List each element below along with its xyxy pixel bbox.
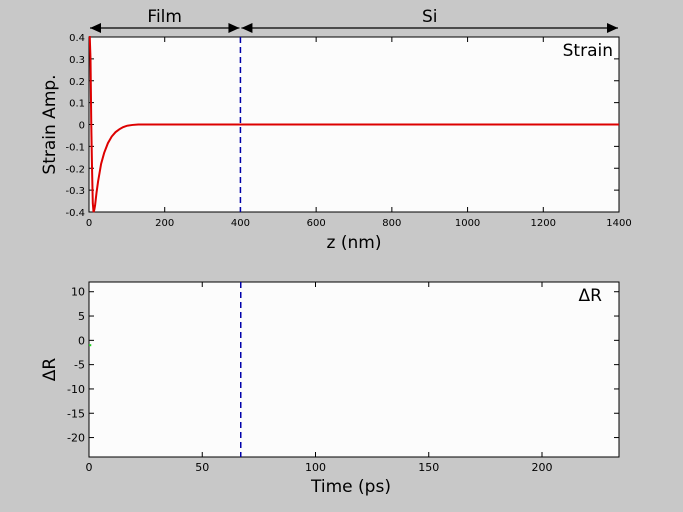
y-tick-label: -0.3 <box>65 186 85 197</box>
strain-panel: Film Si 0 200 400 600 800 1000 1200 1400 -0.4 -0.… <box>40 7 632 253</box>
y-tick-label: -0.4 <box>65 208 85 219</box>
x-tick-label: 600 <box>307 218 326 229</box>
x-tick-label: 0 <box>86 461 93 474</box>
strain-y-axis-label: Strain Amp. <box>40 74 60 174</box>
si-arrow-head-right <box>607 23 618 33</box>
y-tick-label: 0 <box>79 121 85 132</box>
y-tick-label: 0 <box>78 334 85 347</box>
strain-ticks: 0 200 400 600 800 1000 1200 1400 -0.4 -0.3 -0.2 -0.… <box>65 33 631 229</box>
x-tick-label: 1400 <box>606 218 631 229</box>
y-tick-label: 0.3 <box>69 55 85 66</box>
x-tick-label: 1000 <box>455 218 480 229</box>
y-tick-label: -5 <box>74 359 85 372</box>
x-tick-label: 200 <box>531 461 552 474</box>
film-arrow-head-left <box>90 23 101 33</box>
y-tick-label: -0.1 <box>65 142 85 153</box>
y-tick-label: 0.4 <box>69 33 85 44</box>
delta-r-ticks: 0 50 100 150 200 -20 -15 -10 -5 0 5 10 <box>67 282 619 474</box>
y-tick-label: -10 <box>67 383 85 396</box>
x-tick-label: 50 <box>195 461 209 474</box>
film-region-label: Film <box>147 7 182 27</box>
delta-r-panel: 0 50 100 150 200 -20 -15 -10 -5 0 5 10 ΔR Time (ps)… <box>40 281 620 497</box>
si-arrow-head-left <box>241 23 253 33</box>
strain-annotation: Strain <box>563 41 613 61</box>
si-region-label: Si <box>422 7 438 27</box>
y-tick-label: 0.1 <box>69 99 85 110</box>
y-tick-label: 5 <box>78 310 85 323</box>
delta-r-annotation: ΔR <box>579 286 603 306</box>
strain-x-axis-label: z (nm) <box>327 233 382 253</box>
region-si: Si <box>241 7 618 33</box>
y-tick-label: -20 <box>67 432 85 445</box>
strain-series-line <box>88 36 619 213</box>
x-tick-label: 100 <box>305 461 326 474</box>
x-tick-label: 1200 <box>531 218 556 229</box>
y-tick-label: -15 <box>67 407 85 420</box>
delta-r-y-axis-label: ΔR <box>40 358 60 382</box>
x-tick-label: 200 <box>155 218 174 229</box>
delta-r-plot-area <box>88 281 620 458</box>
x-tick-label: 400 <box>231 218 250 229</box>
delta-r-x-axis-label: Time (ps) <box>310 477 391 497</box>
x-tick-label: 800 <box>382 218 401 229</box>
film-arrow-head-right <box>228 23 240 33</box>
x-tick-label: 0 <box>86 218 92 229</box>
region-film: Film <box>90 7 240 33</box>
y-tick-label: 10 <box>71 286 85 299</box>
y-tick-label: -0.2 <box>65 164 85 175</box>
y-tick-label: 0.2 <box>69 77 85 88</box>
x-tick-label: 150 <box>418 461 439 474</box>
